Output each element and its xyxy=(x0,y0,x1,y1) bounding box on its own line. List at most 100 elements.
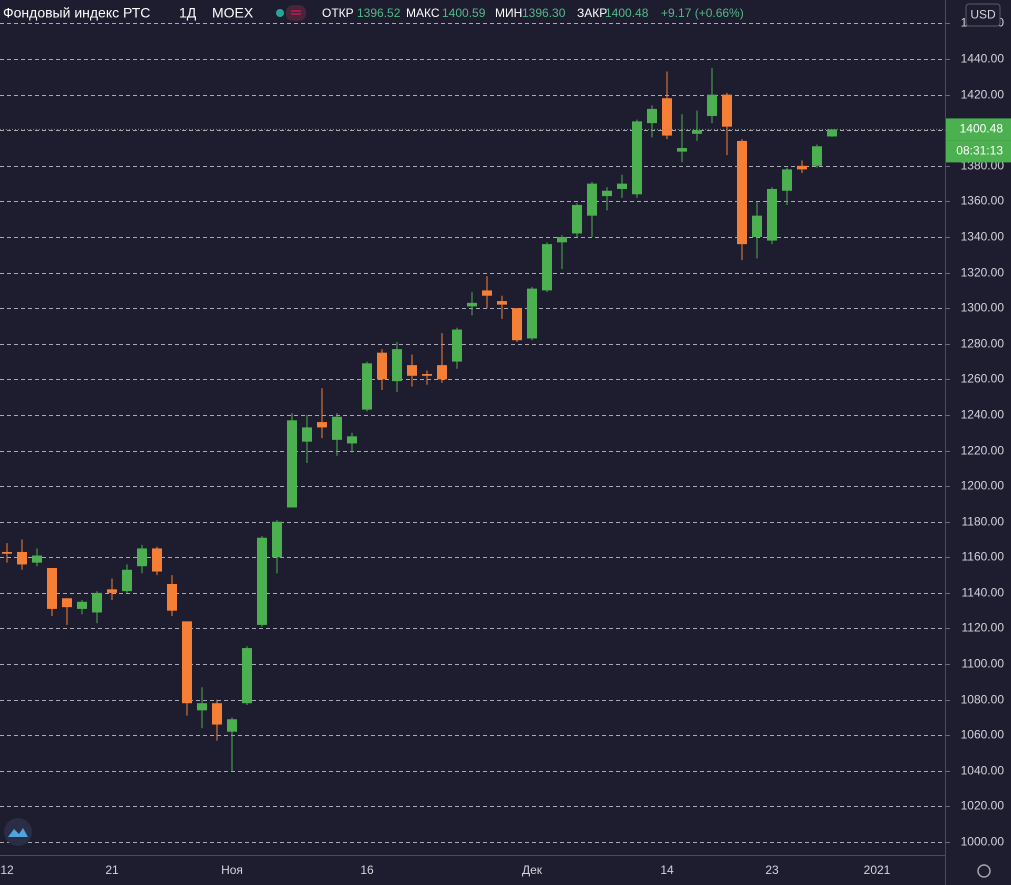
candle-body xyxy=(692,130,702,134)
candle-body xyxy=(47,567,57,609)
y-tick-label: 1360.00 xyxy=(961,194,1005,208)
candle-body xyxy=(197,703,207,711)
candle-body xyxy=(77,601,87,609)
y-tick-label: 1280.00 xyxy=(961,337,1005,351)
candle-body xyxy=(737,140,747,245)
candle-body xyxy=(167,583,177,611)
candle-body xyxy=(497,301,507,305)
candle-body xyxy=(287,420,297,508)
candle-body xyxy=(317,422,327,428)
ohlc-label: МИН xyxy=(495,6,522,20)
y-tick-label: 1060.00 xyxy=(961,728,1005,742)
candle-body xyxy=(662,98,672,136)
x-tick-label: 23 xyxy=(765,863,779,877)
x-tick-label: 21 xyxy=(105,863,119,877)
y-tick-label: 1180.00 xyxy=(962,515,1005,529)
interval: 1Д xyxy=(179,5,197,21)
candle-body xyxy=(437,365,447,380)
candle-body xyxy=(527,288,537,339)
candle-body xyxy=(632,121,642,195)
candle-body xyxy=(332,416,342,440)
candle-body xyxy=(407,365,417,376)
toggle[interactable] xyxy=(286,5,306,21)
candle-body xyxy=(587,183,597,216)
candle-body xyxy=(647,108,657,124)
candle-body xyxy=(227,719,237,732)
y-tick-label: 1300.00 xyxy=(961,301,1005,315)
candle-body xyxy=(302,427,312,442)
candle-body xyxy=(617,183,627,189)
candle-body xyxy=(362,363,372,410)
last-price-tag xyxy=(946,118,1011,141)
candle-body xyxy=(767,188,777,241)
candle-body xyxy=(572,204,582,234)
currency-button[interactable] xyxy=(965,3,1001,27)
candle-body xyxy=(467,302,477,307)
candle-body xyxy=(797,165,807,170)
ohlc-value: 1400.48 xyxy=(605,6,649,20)
y-tick-label: 1340.00 xyxy=(961,230,1005,244)
ohlc-value: 1400.59 xyxy=(442,6,486,20)
settings-icon[interactable] xyxy=(977,864,991,878)
candle-body xyxy=(137,548,147,567)
x-tick-label: Дек xyxy=(522,863,543,877)
candle-body xyxy=(182,621,192,704)
x-tick-label: 16 xyxy=(360,863,374,877)
candle-body xyxy=(557,237,567,243)
ohlc-value: 1396.52 xyxy=(357,6,401,20)
candle-body xyxy=(512,308,522,341)
y-tick-label: 1420.00 xyxy=(961,88,1005,102)
x-tick-label: Ноя xyxy=(221,863,243,877)
y-tick-label: 1240.00 xyxy=(961,408,1005,422)
candle-body xyxy=(377,352,387,380)
chart-title: Фондовый индекс РТС xyxy=(3,5,150,21)
ohlc-label: ОТКР xyxy=(322,6,354,20)
candle-body xyxy=(482,290,492,296)
change: +9.17 (+0.66%) xyxy=(661,6,744,20)
ohlc-value: 1396.30 xyxy=(522,6,566,20)
ohlc-label: МАКС xyxy=(406,6,440,20)
candle-body xyxy=(542,244,552,291)
candle-body xyxy=(152,548,162,572)
candle-body xyxy=(392,349,402,382)
candle-body xyxy=(32,555,42,563)
y-tick-label: 1140.00 xyxy=(962,586,1005,600)
candle-body xyxy=(242,648,252,704)
candle-body xyxy=(212,703,222,725)
candle-body xyxy=(452,329,462,362)
candle-body xyxy=(17,551,27,565)
last-price-label: 1400.48 xyxy=(960,122,1004,136)
candle-body xyxy=(92,592,102,613)
candle-body xyxy=(122,569,132,592)
candle-body xyxy=(107,589,117,593)
candle-body xyxy=(782,169,792,191)
y-tick-label: 1220.00 xyxy=(961,444,1005,458)
logo-button[interactable] xyxy=(4,818,32,846)
toggle-icon xyxy=(291,10,301,15)
exchange: MOEX xyxy=(212,5,254,21)
candle-body xyxy=(602,190,612,197)
y-tick-label: 1440.00 xyxy=(961,52,1005,66)
logo-icon xyxy=(8,828,28,837)
y-tick-label: 1320.00 xyxy=(961,266,1005,280)
ohlc-label: ЗАКР xyxy=(577,6,607,20)
candle-body xyxy=(347,436,357,444)
candle-body xyxy=(752,215,762,238)
x-tick-label: 2021 xyxy=(864,863,891,877)
candle-body xyxy=(677,148,687,152)
toggle-dot xyxy=(276,9,284,17)
countdown-tag xyxy=(946,140,1011,163)
countdown-label: 08:31:13 xyxy=(956,144,1003,158)
y-tick-label: 1040.00 xyxy=(961,764,1005,778)
y-tick-label: 1200.00 xyxy=(961,479,1005,493)
candle-body xyxy=(707,94,717,117)
y-tick-label: 1080.00 xyxy=(961,693,1005,707)
currency-label[interactable]: USD xyxy=(970,8,996,22)
candle-body xyxy=(812,146,822,166)
y-tick-label: 1020.00 xyxy=(961,799,1005,813)
candle-body xyxy=(422,374,432,376)
y-tick-label: 1260.00 xyxy=(961,372,1005,386)
candle-body xyxy=(272,521,282,558)
